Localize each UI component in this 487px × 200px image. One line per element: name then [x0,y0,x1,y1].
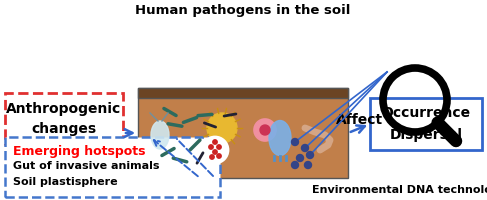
Circle shape [260,125,270,135]
Text: Occurrence
Dispersal: Occurrence Dispersal [381,106,470,142]
Circle shape [209,145,213,149]
Text: Gut of invasive animals
Soil plastisphere: Gut of invasive animals Soil plastispher… [13,161,160,187]
Circle shape [210,155,214,159]
Circle shape [306,152,314,158]
Text: Anthropogenic
changes: Anthropogenic changes [6,102,122,136]
Circle shape [213,140,217,144]
Circle shape [254,119,276,141]
Circle shape [297,154,303,162]
Ellipse shape [151,121,169,149]
Bar [138,88,348,178]
Circle shape [207,113,237,143]
Text: Emerging hotspots: Emerging hotspots [13,145,146,158]
Circle shape [301,144,308,152]
Circle shape [292,162,299,168]
Circle shape [217,145,221,149]
Text: Affect: Affect [336,113,383,127]
Circle shape [304,162,312,168]
Circle shape [217,154,221,158]
Bar [138,88,348,98]
Bar [5,93,123,145]
Text: Human pathogens in the soil: Human pathogens in the soil [135,4,351,17]
Circle shape [213,150,217,154]
Circle shape [292,138,299,146]
Ellipse shape [269,120,291,156]
Bar [370,98,482,150]
Circle shape [202,137,228,163]
Bar [5,137,220,197]
Text: Environmental DNA technology: Environmental DNA technology [313,185,487,195]
